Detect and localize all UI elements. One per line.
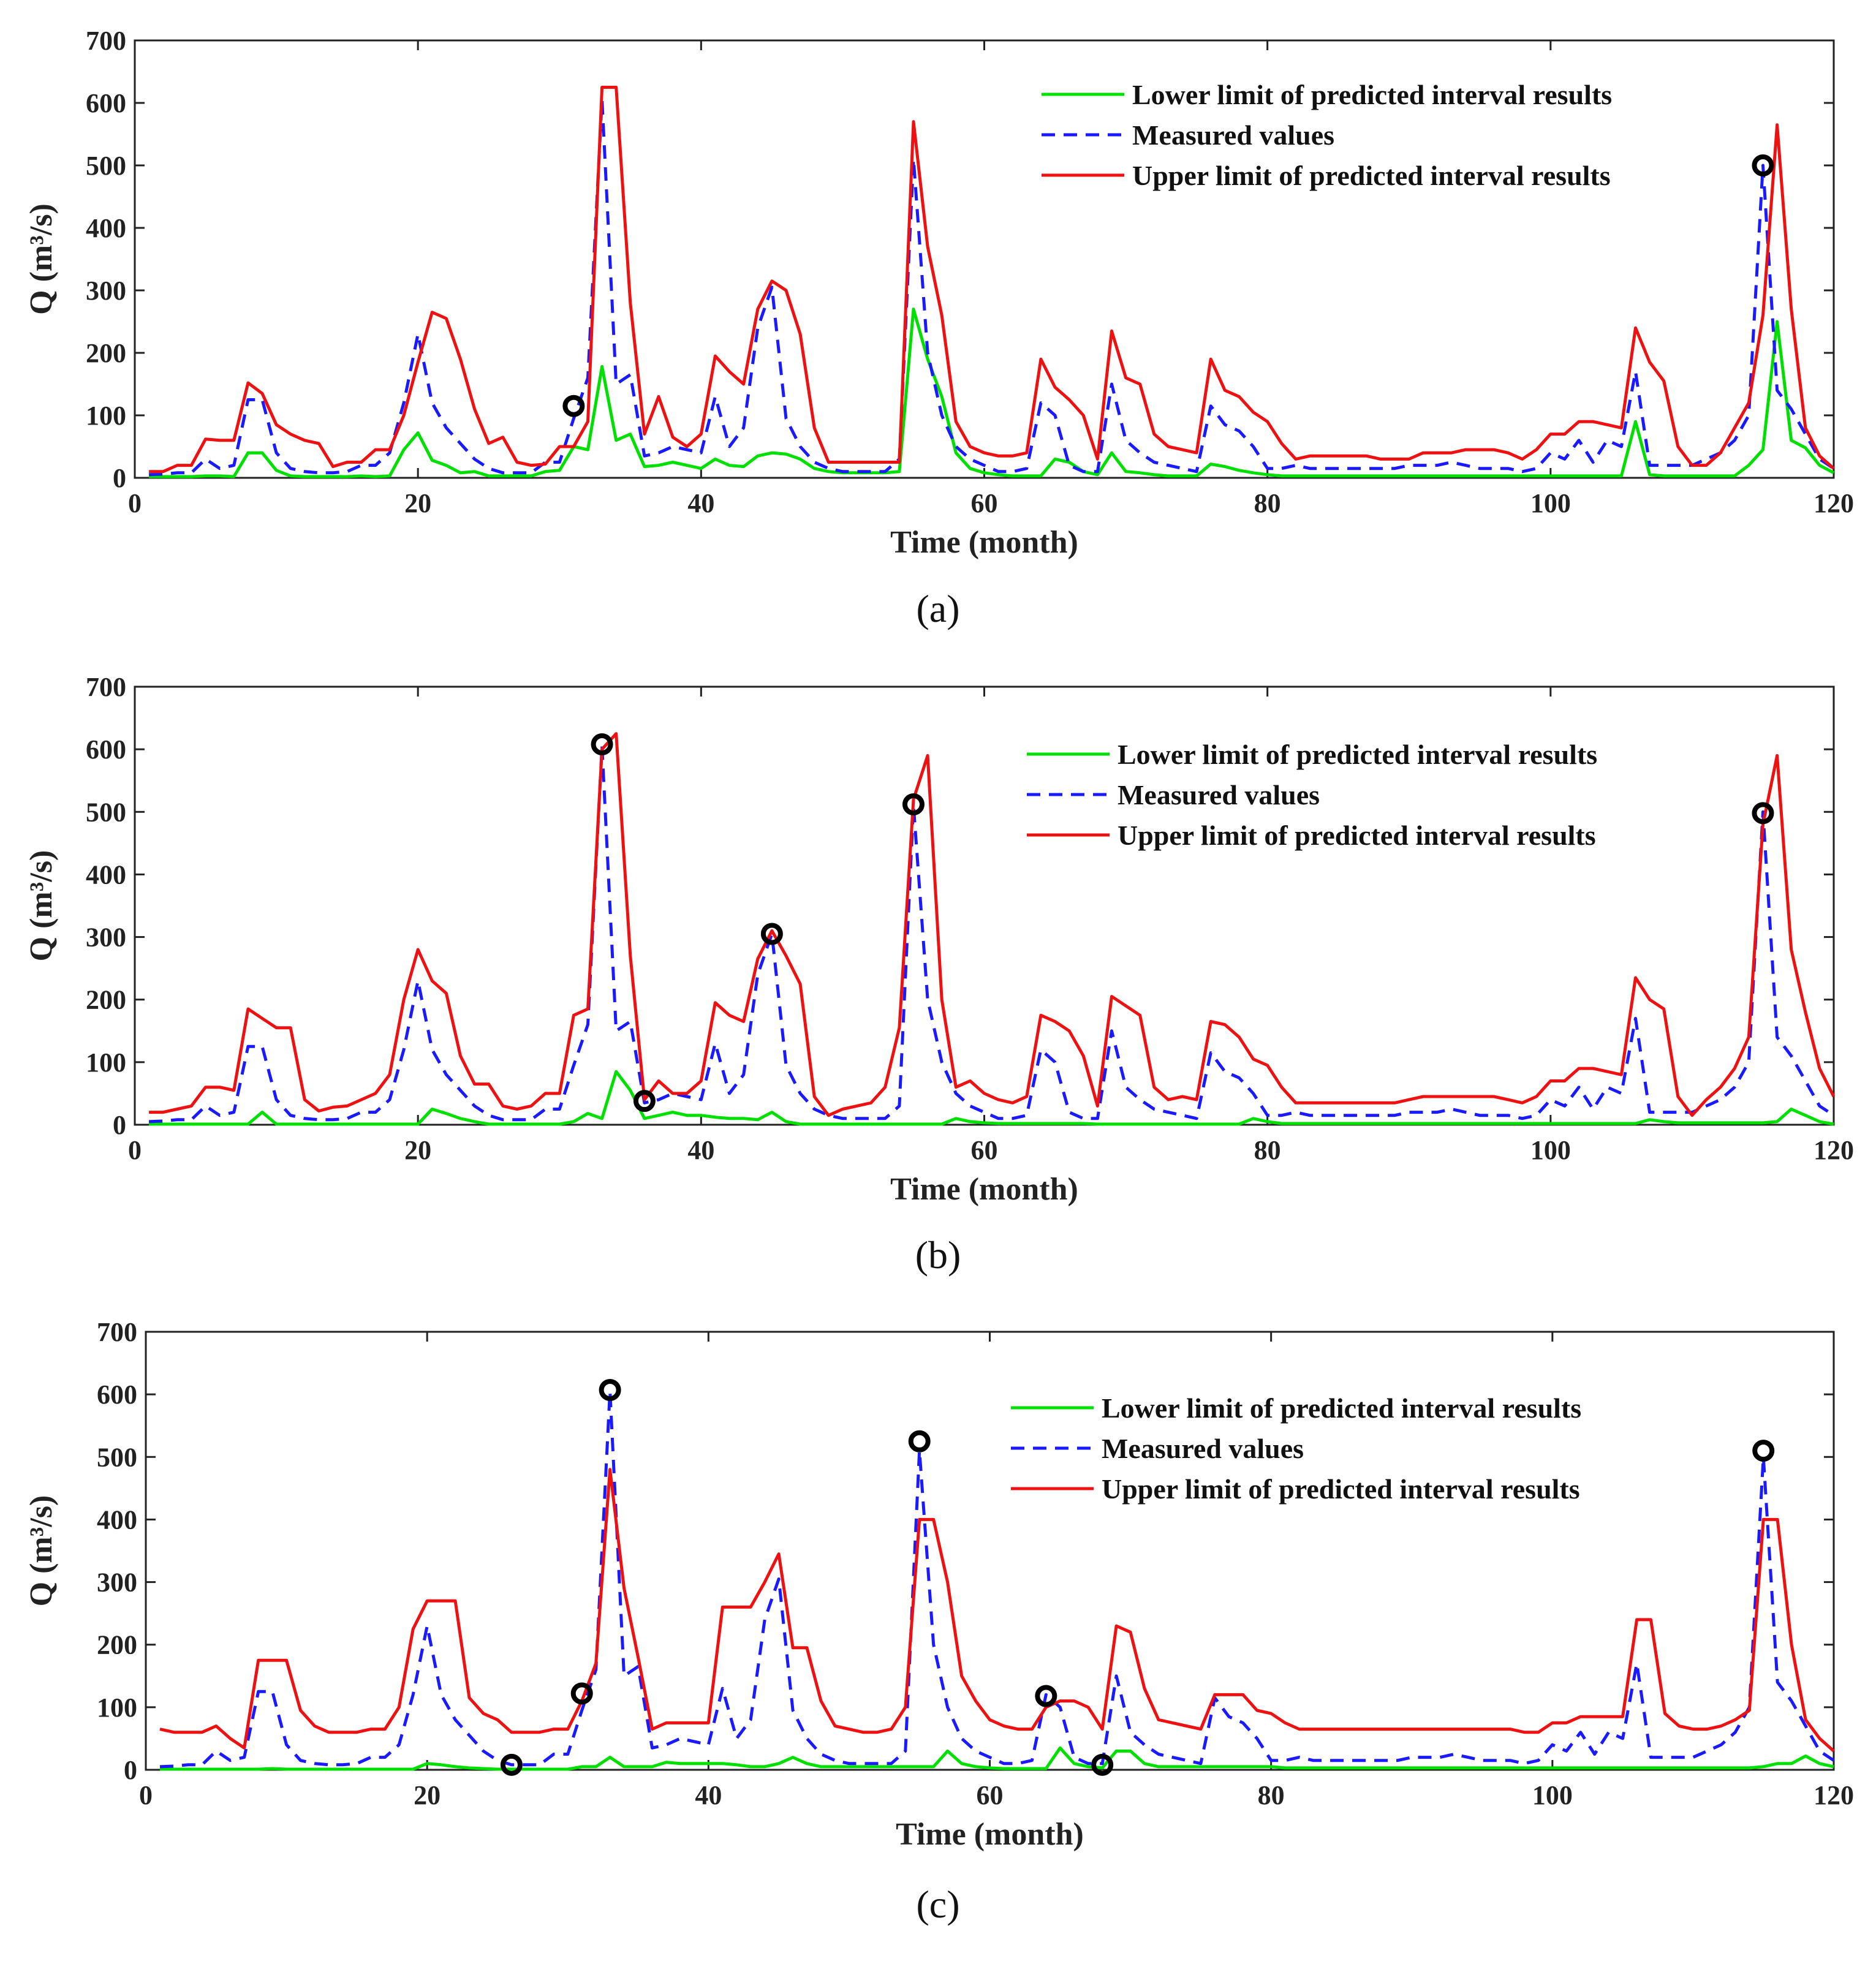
highlight-marker — [500, 1753, 523, 1776]
series-line-upper — [159, 1468, 1835, 1753]
legend-label-upper: Upper limit of predicted interval result… — [1132, 160, 1611, 191]
legend-label-upper: Upper limit of predicted interval result… — [1118, 820, 1596, 851]
y-tick-label: 600 — [86, 88, 126, 118]
y-tick-label: 300 — [86, 276, 126, 306]
x-tick-label: 0 — [139, 1780, 153, 1810]
x-tick-label: 80 — [1254, 488, 1281, 518]
legend: Lower limit of predicted interval result… — [1011, 1392, 1581, 1505]
x-tick-label: 100 — [1530, 488, 1571, 518]
y-tick-label: 100 — [86, 1048, 126, 1078]
y-axis-title: Q (m³/s) — [24, 1495, 59, 1607]
y-tick-label: 600 — [97, 1380, 137, 1410]
x-tick-label: 80 — [1258, 1780, 1285, 1810]
x-tick-label: 100 — [1532, 1780, 1573, 1810]
highlight-marker — [1752, 802, 1774, 825]
series-line-lower — [149, 1070, 1834, 1126]
series-line-upper — [149, 86, 1835, 474]
series-line-upper — [149, 732, 1836, 1117]
x-tick-label: 20 — [404, 1135, 431, 1165]
legend-label-lower: Lower limit of predicted interval result… — [1102, 1392, 1581, 1424]
highlight-marker — [591, 733, 613, 755]
highlight-marker — [908, 1430, 931, 1452]
series-line-measured — [148, 744, 1835, 1124]
y-tick-label: 500 — [86, 797, 126, 827]
highlight-marker — [562, 395, 585, 417]
x-axis-title: Time (month) — [896, 1817, 1084, 1852]
x-tick-label: 120 — [1814, 1780, 1854, 1810]
series-line-measured — [148, 98, 1835, 477]
highlight-marker — [1752, 1440, 1775, 1462]
y-tick-label: 400 — [86, 859, 126, 889]
y-tick-label: 500 — [97, 1442, 137, 1472]
x-axis-title: Time (month) — [890, 1172, 1078, 1207]
x-tick-label: 20 — [404, 488, 431, 518]
highlight-marker — [570, 1682, 593, 1705]
x-tick-label: 120 — [1814, 1135, 1854, 1165]
series-line-lower — [149, 308, 1835, 478]
panel-caption: (a) — [916, 587, 959, 630]
highlight-marker — [1091, 1753, 1114, 1776]
y-tick-label: 600 — [86, 735, 126, 765]
y-tick-label: 500 — [86, 151, 126, 181]
y-tick-label: 200 — [86, 338, 126, 368]
legend: Lower limit of predicted interval result… — [1027, 739, 1597, 851]
x-tick-label: 100 — [1530, 1135, 1571, 1165]
chart-panel: 0 100 200 300 400 500 600 700 0 20 40 60 80 100 120 Tim… — [24, 672, 1854, 1277]
y-tick-label: 400 — [86, 213, 126, 243]
y-tick-label: 0 — [113, 463, 126, 493]
x-tick-label: 120 — [1814, 488, 1854, 518]
x-axis-title: Time (month) — [890, 525, 1078, 560]
y-tick-label: 200 — [97, 1630, 137, 1660]
x-tick-label: 0 — [128, 1135, 142, 1165]
legend: Lower limit of predicted interval result… — [1042, 79, 1612, 191]
x-tick-label: 40 — [687, 1135, 714, 1165]
x-tick-label: 80 — [1254, 1135, 1281, 1165]
legend-label-measured: Measured values — [1118, 779, 1320, 810]
series-line-lower — [160, 1746, 1834, 1771]
legend-label-upper: Upper limit of predicted interval result… — [1102, 1473, 1580, 1505]
legend-label-measured: Measured values — [1132, 119, 1334, 151]
chart-panel: 0 100 200 300 400 500 600 700 0 20 40 60 80 100 120 Tim… — [24, 1317, 1854, 1926]
legend-label-measured: Measured values — [1102, 1433, 1304, 1464]
highlight-marker — [902, 793, 925, 816]
y-tick-label: 0 — [113, 1110, 126, 1140]
highlight-marker — [760, 923, 783, 945]
y-tick-label: 100 — [97, 1693, 137, 1723]
x-tick-label: 60 — [971, 488, 998, 518]
y-tick-label: 300 — [86, 923, 126, 953]
y-tick-label: 700 — [86, 672, 126, 702]
y-axis-title: Q (m³/s) — [24, 203, 59, 315]
x-tick-label: 40 — [695, 1780, 722, 1810]
highlight-marker — [1035, 1685, 1057, 1707]
chart-panel: 0 100 200 300 400 500 600 700 0 20 40 60 80 100 120 Tim… — [24, 26, 1854, 630]
y-tick-label: 300 — [97, 1568, 137, 1598]
x-tick-label: 60 — [971, 1135, 998, 1165]
x-tick-label: 0 — [128, 488, 142, 518]
highlight-marker — [633, 1090, 656, 1112]
y-axis-title: Q (m³/s) — [24, 850, 59, 962]
highlight-marker — [599, 1378, 621, 1401]
legend-label-lower: Lower limit of predicted interval result… — [1118, 739, 1597, 770]
highlight-marker — [1752, 154, 1774, 176]
y-tick-label: 700 — [97, 1317, 137, 1347]
x-tick-label: 40 — [687, 488, 714, 518]
panel-caption: (b) — [915, 1233, 961, 1277]
legend-label-lower: Lower limit of predicted interval result… — [1132, 79, 1612, 110]
y-tick-label: 700 — [86, 26, 126, 56]
y-tick-label: 0 — [124, 1755, 137, 1785]
x-tick-label: 20 — [414, 1780, 441, 1810]
y-tick-label: 100 — [86, 401, 126, 431]
x-tick-label: 60 — [977, 1780, 1004, 1810]
y-tick-label: 400 — [97, 1505, 137, 1535]
series-line-measured — [159, 1389, 1835, 1769]
panel-caption: (c) — [916, 1883, 959, 1926]
y-tick-label: 200 — [86, 985, 126, 1015]
